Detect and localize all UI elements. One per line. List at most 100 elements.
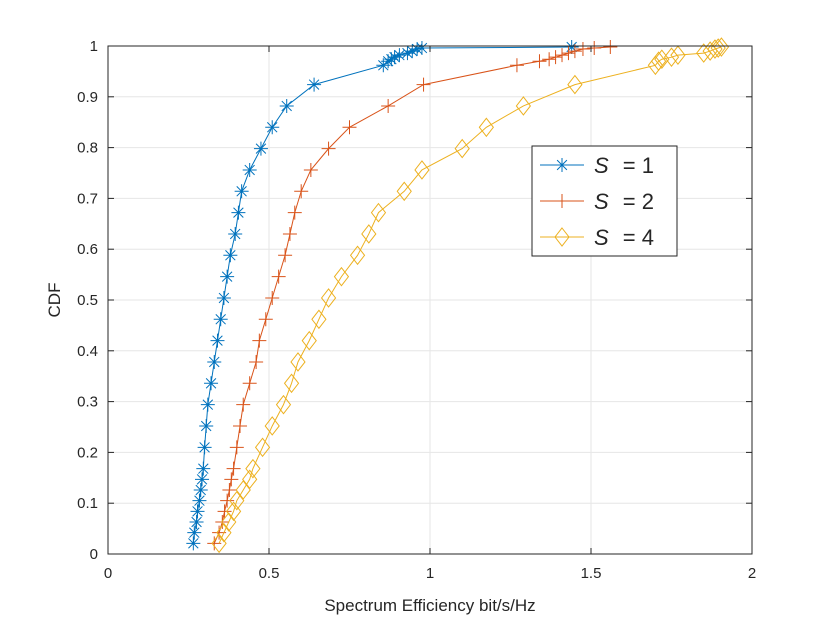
data-point bbox=[220, 493, 235, 508]
data-point bbox=[587, 41, 602, 56]
legend-label: S = 2 bbox=[594, 189, 654, 214]
data-point bbox=[228, 226, 243, 241]
data-point bbox=[279, 98, 294, 113]
legend-marker bbox=[554, 227, 570, 247]
data-point bbox=[370, 202, 387, 223]
data-point bbox=[333, 266, 350, 287]
y-tick-label: 0.2 bbox=[77, 444, 98, 461]
data-point bbox=[210, 333, 225, 348]
x-tick-label: 0.5 bbox=[259, 565, 280, 582]
data-point bbox=[235, 480, 251, 500]
data-point bbox=[200, 397, 215, 412]
y-tick-label: 0 bbox=[90, 546, 98, 563]
legend: S = 1 S = 2 S = 4 bbox=[531, 145, 678, 257]
data-point bbox=[264, 416, 280, 436]
axes: 0 0.5 1 1.5 2 0 0.1 0.2 0.3 0.4 0.5 0.6 0.7 0.8 0.9 1 bbox=[77, 38, 756, 582]
data-point bbox=[381, 54, 396, 69]
data-point bbox=[650, 51, 667, 72]
data-point bbox=[710, 38, 726, 58]
data-point bbox=[542, 52, 557, 67]
data-point bbox=[410, 42, 425, 57]
data-point bbox=[567, 74, 583, 95]
legend-item: S = 4 bbox=[540, 225, 654, 250]
data-point bbox=[361, 224, 377, 244]
data-point bbox=[242, 162, 257, 177]
y-tick-label: 0.5 bbox=[77, 292, 98, 309]
data-point bbox=[216, 522, 232, 543]
data-point bbox=[226, 461, 241, 476]
y-tick-label: 0.4 bbox=[77, 343, 98, 360]
data-point bbox=[207, 354, 222, 369]
data-point bbox=[414, 41, 429, 56]
x-tick-label: 2 bbox=[748, 565, 756, 582]
data-point bbox=[204, 376, 219, 391]
grid bbox=[107, 45, 753, 555]
data-point bbox=[381, 98, 396, 113]
data-point bbox=[236, 397, 251, 412]
data-point bbox=[213, 312, 228, 327]
data-point bbox=[252, 333, 267, 348]
data-point bbox=[187, 525, 202, 540]
data-point bbox=[654, 49, 670, 70]
legend-label: S = 4 bbox=[594, 225, 654, 250]
legend-item: S = 1 bbox=[540, 153, 654, 178]
y-axis-label: CDF bbox=[45, 283, 64, 318]
data-point bbox=[294, 184, 309, 199]
data-point bbox=[258, 312, 273, 327]
legend-marker bbox=[555, 194, 569, 208]
data-point bbox=[278, 248, 293, 263]
data-point bbox=[242, 376, 257, 391]
data-point bbox=[229, 490, 245, 511]
data-point bbox=[532, 54, 547, 69]
data-point bbox=[249, 354, 264, 369]
data-point bbox=[564, 40, 579, 55]
data-point bbox=[231, 205, 246, 220]
data-point bbox=[396, 181, 412, 202]
data-point bbox=[303, 162, 318, 177]
data-point bbox=[234, 184, 249, 199]
data-point bbox=[555, 48, 570, 63]
data-point bbox=[349, 245, 366, 266]
data-point bbox=[192, 493, 207, 508]
data-point bbox=[454, 138, 470, 159]
data-point bbox=[271, 269, 286, 284]
data-point bbox=[670, 45, 686, 65]
y-tick-label: 0.9 bbox=[77, 89, 98, 106]
data-point bbox=[376, 58, 391, 73]
x-tick-label: 1 bbox=[426, 565, 434, 582]
data-point bbox=[197, 440, 212, 455]
legend-item: S = 2 bbox=[540, 189, 654, 214]
data-point bbox=[253, 141, 268, 156]
y-tick-label: 0.1 bbox=[77, 495, 98, 512]
y-tick-label: 0.8 bbox=[77, 140, 98, 157]
series-layer bbox=[186, 37, 730, 554]
data-point bbox=[561, 46, 576, 61]
data-point bbox=[509, 58, 524, 73]
x-tick-label: 0 bbox=[104, 565, 112, 582]
data-point bbox=[216, 290, 231, 305]
data-point bbox=[384, 52, 399, 67]
data-point bbox=[283, 373, 300, 394]
data-point bbox=[265, 290, 280, 305]
data-point bbox=[301, 330, 317, 351]
data-point bbox=[478, 117, 494, 138]
data-point bbox=[275, 394, 292, 415]
series-1 bbox=[186, 40, 579, 551]
data-point bbox=[647, 55, 664, 76]
data-point bbox=[282, 226, 297, 241]
data-point bbox=[320, 288, 337, 308]
data-point bbox=[414, 160, 430, 180]
data-point bbox=[207, 536, 222, 551]
data-point bbox=[220, 269, 235, 284]
data-point bbox=[392, 48, 407, 63]
data-point bbox=[224, 472, 239, 487]
data-point bbox=[229, 440, 244, 455]
legend-label: S = 1 bbox=[594, 153, 654, 178]
data-point bbox=[287, 205, 302, 220]
data-point bbox=[217, 504, 232, 519]
y-tick-label: 0.3 bbox=[77, 394, 98, 411]
data-point bbox=[195, 472, 210, 487]
data-point bbox=[548, 50, 563, 65]
data-point bbox=[222, 482, 237, 497]
data-point bbox=[342, 120, 357, 135]
